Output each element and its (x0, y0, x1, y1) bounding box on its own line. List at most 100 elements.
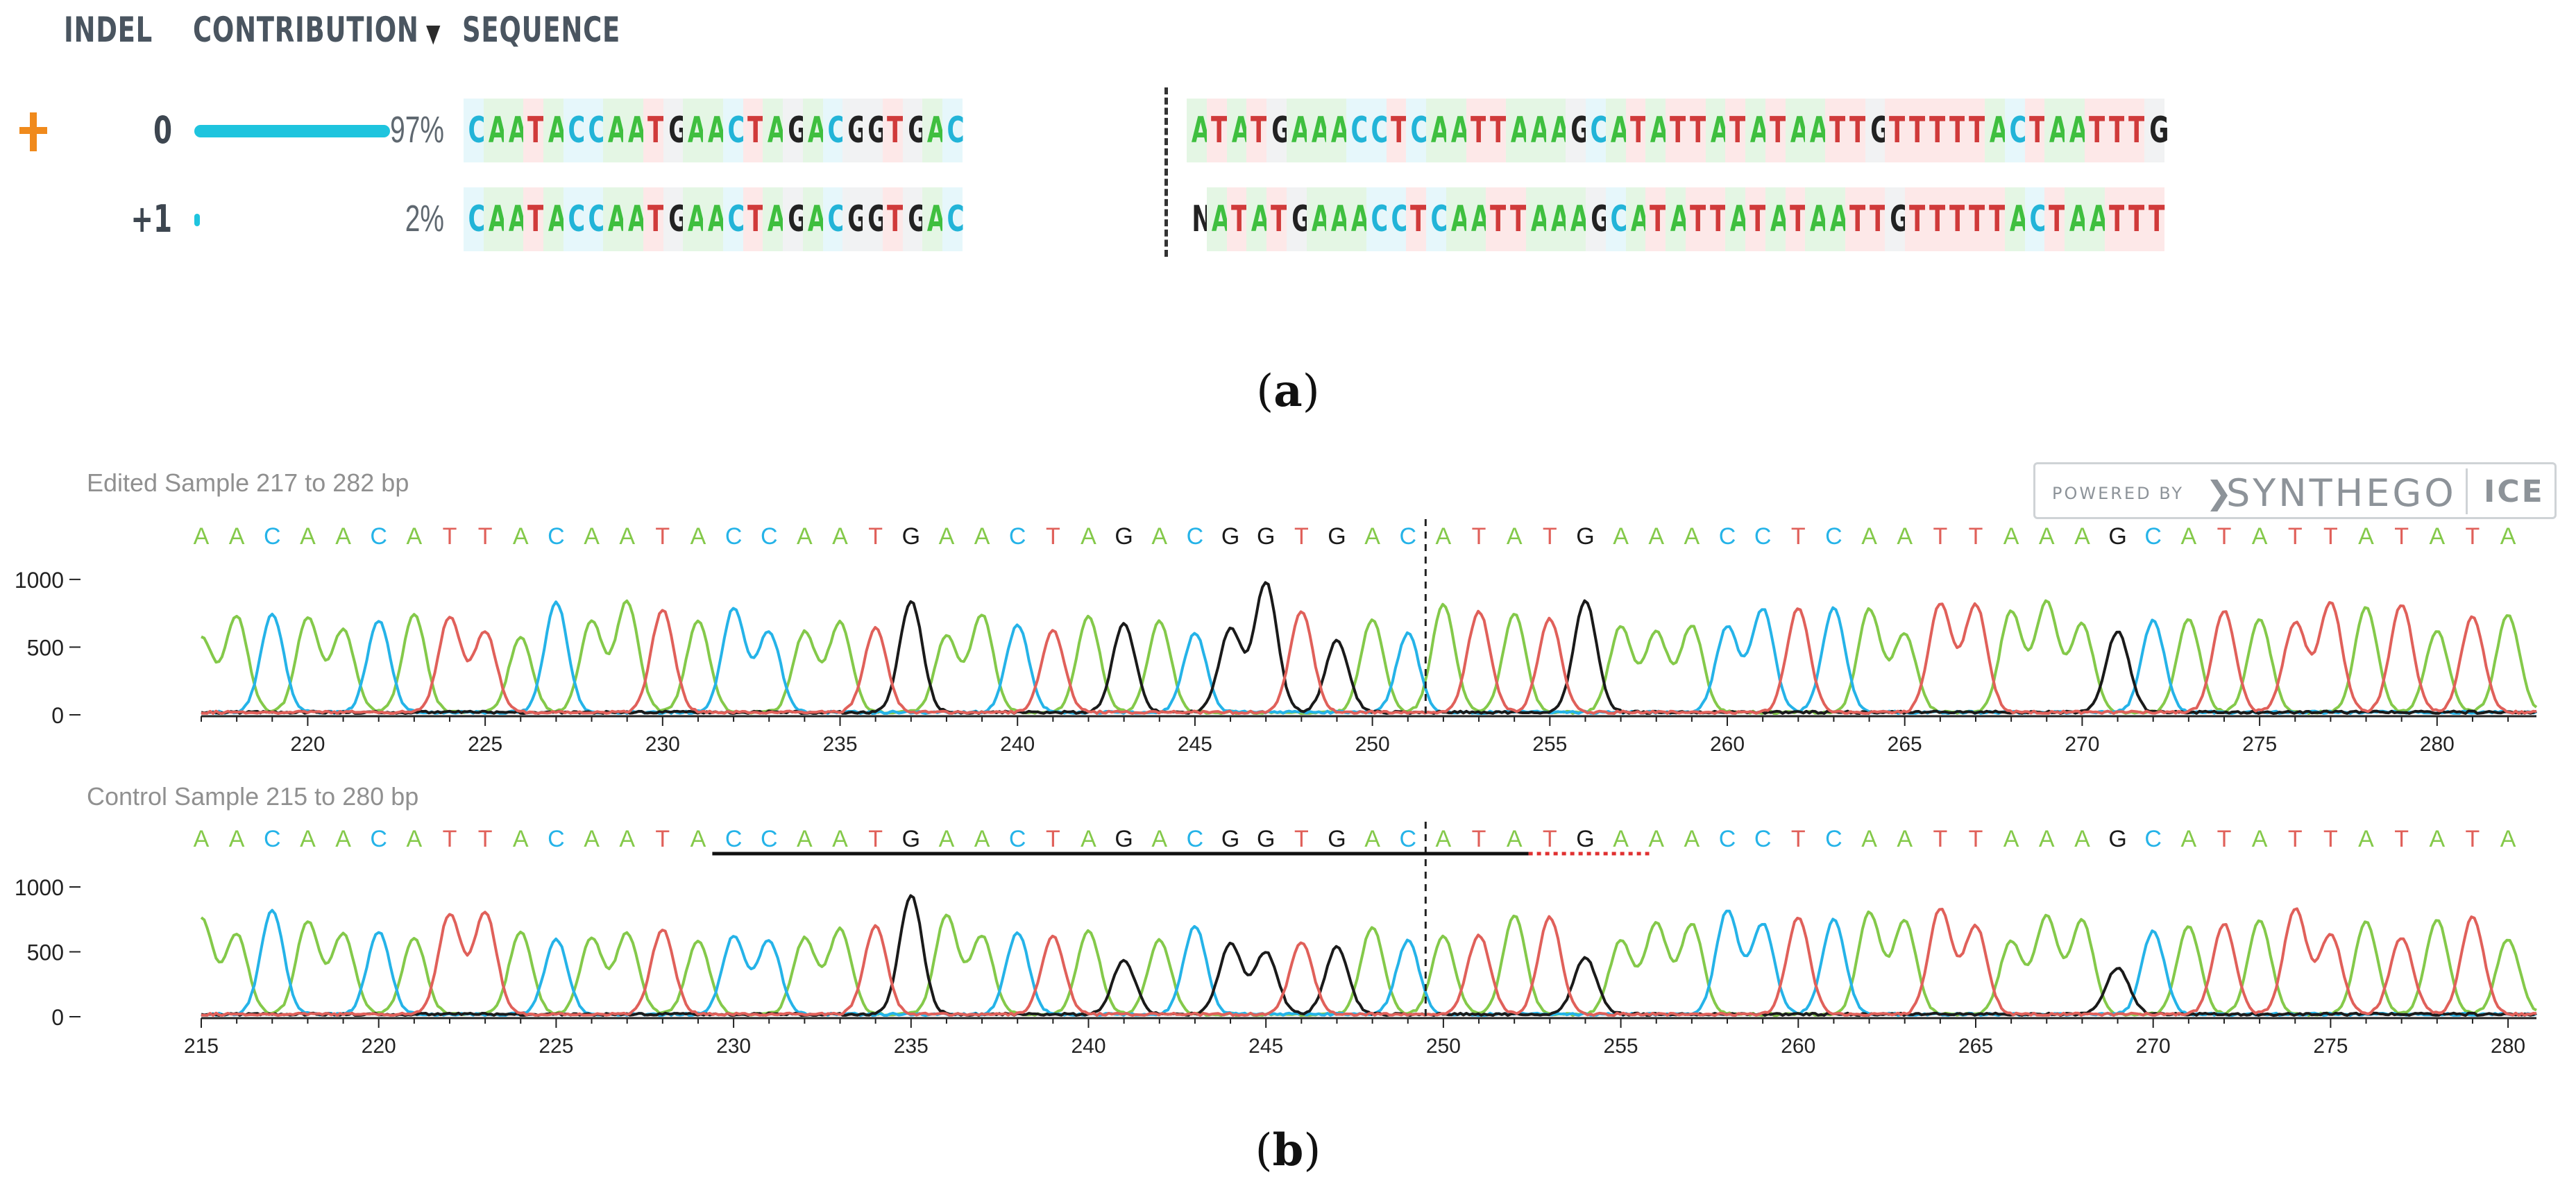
base-call: A (690, 523, 706, 550)
sequence-base: T (1905, 187, 1925, 251)
contribution-percent: 97% (390, 109, 444, 151)
x-tick-label: 245 (1178, 733, 1212, 756)
sequence-base: A (503, 187, 527, 251)
base-call: A (1151, 826, 1167, 852)
sequence-base: T (523, 99, 544, 162)
base-call: G (1328, 826, 1346, 852)
base-call: T (1472, 523, 1486, 550)
sequence-base: A (922, 99, 946, 162)
x-tick-label: 270 (2065, 733, 2099, 756)
base-call: C (1719, 826, 1736, 852)
x-tick-label: 250 (1426, 1035, 1461, 1058)
sequence-base: A (1985, 99, 2008, 162)
base-call: T (478, 826, 493, 852)
x-tick-label: 235 (894, 1035, 929, 1058)
sequence-base: T (743, 99, 763, 162)
trace-A (201, 599, 2538, 715)
sequence-base: A (802, 99, 826, 162)
base-call: G (2108, 523, 2126, 550)
x-tick-label: 230 (716, 1035, 751, 1058)
sequence-base: A (1466, 187, 1489, 251)
sequence-base: T (1386, 99, 1407, 162)
sequence-base: C (822, 99, 845, 162)
sequence-base: T (1685, 99, 1706, 162)
base-call: A (1613, 826, 1629, 852)
x-tick-label: 245 (1248, 1035, 1283, 1058)
sequence-base: A (922, 187, 946, 251)
sequence-base: T (2104, 99, 2125, 162)
base-call: T (1969, 523, 1983, 550)
synthego-ice-badge[interactable]: POWERED BY ❯ SYNTHEGO ICE (2033, 462, 2557, 519)
sequence-base: G (663, 187, 688, 251)
sequence-base: T (882, 187, 903, 251)
base-call: A (2180, 523, 2196, 550)
x-tick-label: 235 (822, 733, 857, 756)
base-call: G (1257, 523, 1275, 550)
trace-G (201, 581, 2537, 715)
sequence-base: T (1765, 99, 1786, 162)
base-call: C (1825, 523, 1842, 550)
sequence-base: G (842, 99, 867, 162)
sequence-base: A (2084, 187, 2108, 251)
sequence-base: A (1525, 99, 1549, 162)
header-contribution[interactable]: CONTRIBUTION ▼ (193, 10, 441, 50)
base-call: C (1719, 523, 1736, 550)
sequence-base: T (2024, 99, 2045, 162)
base-call: A (1684, 826, 1700, 852)
base-call: G (902, 826, 920, 852)
cut-site-line (1164, 87, 1168, 257)
sequence-base: A (1346, 187, 1369, 251)
base-call: T (1543, 826, 1557, 852)
sort-down-icon[interactable]: ▼ (425, 19, 441, 48)
header-sequence[interactable]: SEQUENCE (462, 10, 621, 50)
indel-value: +1 (130, 197, 172, 241)
base-call: C (370, 826, 387, 852)
base-call: A (2074, 523, 2090, 550)
sequence-base: T (643, 187, 663, 251)
base-call: A (335, 826, 351, 852)
trace-C (201, 908, 2537, 1017)
sequence-base: T (1486, 187, 1507, 251)
header-indel[interactable]: INDEL (64, 10, 153, 50)
base-call: T (1294, 826, 1309, 852)
sequence-base: C (2024, 187, 2047, 251)
sequence-base: T (523, 187, 544, 251)
plus-icon[interactable] (19, 112, 47, 151)
base-call: A (1507, 826, 1523, 852)
base-call: C (725, 523, 743, 550)
sequence-base: T (1666, 99, 1686, 162)
sequence-base: A (1446, 187, 1469, 251)
base-call: A (974, 826, 990, 852)
base-call: T (655, 826, 670, 852)
trace-A (200, 910, 2537, 1017)
base-call: G (1328, 523, 1346, 550)
sequence-base: T (1226, 187, 1247, 251)
x-tick-label: 220 (362, 1035, 396, 1058)
sequence-base: A (1326, 187, 1350, 251)
base-call: C (1754, 826, 1772, 852)
base-call: A (2252, 826, 2268, 852)
y-tick-label: 0 (51, 703, 64, 728)
base-call: A (2039, 523, 2055, 550)
base-call: C (1009, 523, 1026, 550)
base-call: G (1115, 523, 1133, 550)
sequence-base: G (863, 99, 887, 162)
base-call: A (619, 826, 635, 852)
sequence-base: T (1725, 99, 1746, 162)
sequence-base: A (543, 99, 566, 162)
base-call: T (868, 523, 883, 550)
base-call: A (1364, 826, 1380, 852)
base-call: T (868, 826, 883, 852)
base-call: A (406, 523, 422, 550)
x-tick-label: 275 (2313, 1035, 2348, 1058)
sequence-base: C (464, 187, 486, 251)
chevron-right-icon: ❯ (2205, 474, 2232, 511)
sequence-base: T (2124, 187, 2145, 251)
base-call: A (2500, 826, 2516, 852)
sequence-base: C (722, 187, 745, 251)
sequence-base: T (1885, 99, 1906, 162)
sequence-base: A (1666, 187, 1688, 251)
base-call: T (1933, 523, 1947, 550)
sequence-base: G (1286, 187, 1311, 251)
base-call: T (1791, 523, 1806, 550)
